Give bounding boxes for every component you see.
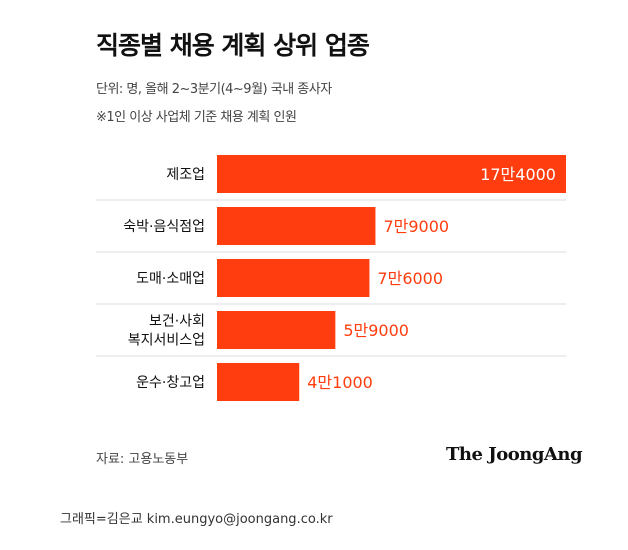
- bar: [217, 259, 370, 297]
- category-label-line: 제조업: [166, 167, 205, 183]
- source-note: 자료: 고용노동부: [96, 452, 189, 467]
- category-label: 운수·창고업: [136, 375, 205, 391]
- category-label: 제조업: [166, 167, 205, 183]
- brand-logo: The JoongAng: [446, 444, 583, 465]
- value-label: 4만1000: [307, 373, 373, 392]
- value-label: 7만6000: [377, 269, 443, 288]
- graphic-credit: 그래픽=김은교 kim.eungyo@joongang.co.kr: [60, 512, 333, 527]
- category-label-line: 보건·사회: [149, 314, 205, 330]
- bar: [217, 363, 300, 401]
- bar: [217, 207, 376, 245]
- category-label: 숙박·음식점업: [123, 219, 205, 235]
- bar: [217, 311, 336, 349]
- chart-title: 직종별 채용 계획 상위 업종: [96, 31, 370, 60]
- category-label-line: 복지서비스업: [128, 333, 205, 349]
- category-label-line: 도매·소매업: [136, 271, 205, 287]
- basis-note: ※1인 이상 사업체 기준 채용 계획 인원: [96, 110, 297, 125]
- value-label: 17만4000: [480, 165, 556, 184]
- bar: [217, 155, 566, 193]
- value-label: 5만9000: [343, 321, 409, 340]
- category-label: 도매·소매업: [136, 271, 205, 287]
- category-label-line: 숙박·음식점업: [123, 219, 205, 235]
- category-label-line: 운수·창고업: [136, 375, 205, 391]
- value-label: 7만9000: [383, 217, 449, 236]
- unit-note: 단위: 명, 올해 2~3분기(4~9월) 국내 종사자: [96, 82, 332, 97]
